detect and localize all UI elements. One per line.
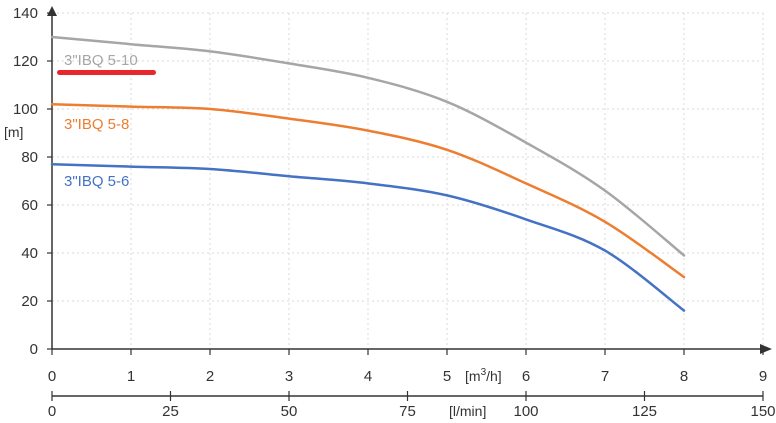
x2-tick-label: 125 [632,403,657,420]
x2-tick-label: 150 [750,403,775,420]
y-tick-label: 140 [13,5,38,22]
x-tick-label: 6 [522,368,530,385]
x-axis-arrow [760,344,772,354]
highlight-underline [57,70,156,75]
x2-tick-label: 50 [281,403,298,420]
x-axis-primary-unit-label: [m3/h] [465,367,502,384]
y-tick-label: 60 [21,197,38,214]
x-tick-label: 4 [364,368,372,385]
series-lines [50,35,686,312]
series-line-1 [50,35,686,257]
x-tick-label: 7 [601,368,609,385]
y-tick-label: 20 [21,293,38,310]
axes [47,6,772,401]
x-tick-label: 0 [48,368,56,385]
series-label-2: 3"IBQ 5-8 [64,116,129,133]
y-tick-label: 80 [21,149,38,166]
tick-labels: 0 20 40 60 80 100 120 140 0 1 2 3 4 5 6 7 8 9 0 25 50 75 100 12… [13,5,776,420]
series-labels: 3"IBQ 5-10 3"IBQ 5-8 3"IBQ 5-6 [64,52,138,190]
y-axis-unit-label: [m] [4,124,23,140]
series-line-3 [50,162,686,312]
series-label-1: 3"IBQ 5-10 [64,52,138,69]
x2-tick-label: 25 [162,403,179,420]
y-axis-arrow [47,6,57,16]
x2-tick-label: 100 [513,403,538,420]
y-tick-label: 40 [21,245,38,262]
y-tick-label: 0 [30,341,38,358]
y-tick-label: 120 [13,53,38,70]
x2-tick-label: 0 [48,403,56,420]
series-line-2 [50,102,686,279]
x-tick-label: 1 [127,368,135,385]
x-tick-label: 8 [680,368,688,385]
x-axis-secondary-unit-label: [l/min] [449,403,486,419]
x-tick-label: 2 [206,368,214,385]
x-tick-label: 5 [443,368,451,385]
x-tick-label: 9 [759,368,767,385]
gridlines [52,12,764,349]
x-tick-label: 3 [285,368,293,385]
y-tick-label: 100 [13,101,38,118]
series-label-3: 3"IBQ 5-6 [64,173,129,190]
x2-tick-label: 75 [399,403,416,420]
